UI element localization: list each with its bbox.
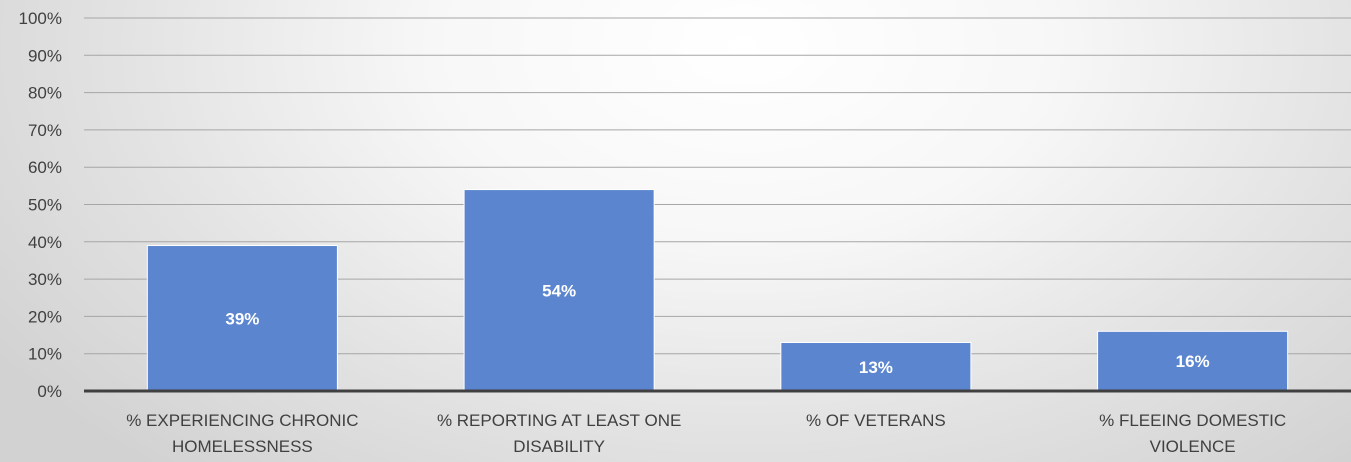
y-tick-label: 0% [37,382,62,401]
y-tick-label: 100% [19,9,62,28]
y-tick-label: 60% [28,158,62,177]
bar [146,245,338,392]
data-label: 39% [225,309,259,328]
category-label: % EXPERIENCING CHRONIC [126,411,358,430]
category-labels: % EXPERIENCING CHRONIC HOMELESSNESS % REPO… [126,411,1286,456]
y-tick-label: 80% [28,84,62,103]
y-tick-label: 40% [28,233,62,252]
bar [463,189,655,392]
y-tick-label: 90% [28,46,62,65]
data-label: 13% [859,358,893,377]
data-labels: 39% 54% 13% 16% [225,281,1209,376]
y-axis-tick-labels: 0% 10% 20% 30% 40% 50% 60% 70% 80% 90% 100% [19,9,62,401]
y-tick-label: 10% [28,345,62,364]
y-tick-label: 20% [28,307,62,326]
y-tick-label: 70% [28,121,62,140]
category-label: HOMELESSNESS [172,437,313,456]
category-label: % REPORTING AT LEAST ONE [437,411,681,430]
category-label: % OF VETERANS [806,411,946,430]
bar [1097,330,1289,392]
bars [146,189,1289,392]
category-label: VIOLENCE [1150,437,1236,456]
data-label: 54% [542,281,576,300]
category-label: % FLEEING DOMESTIC [1099,411,1286,430]
y-tick-label: 30% [28,270,62,289]
category-label: DISABILITY [513,437,605,456]
data-label: 16% [1176,352,1210,371]
y-tick-label: 50% [28,196,62,215]
